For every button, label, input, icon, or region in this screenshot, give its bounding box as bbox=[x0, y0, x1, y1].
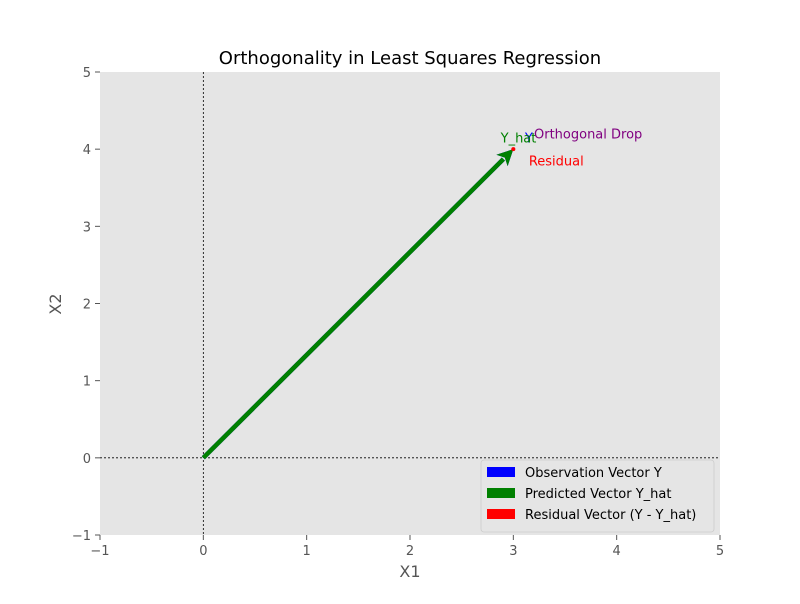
y-tick-label: 3 bbox=[83, 220, 91, 235]
x-tick-label: 2 bbox=[406, 544, 414, 559]
vector-residual-vector-y-y-hat bbox=[511, 147, 516, 152]
x-tick-label: 0 bbox=[199, 544, 207, 559]
legend-swatch bbox=[487, 488, 515, 498]
x-tick-label: 3 bbox=[509, 544, 517, 559]
y-tick-label: −1 bbox=[72, 529, 91, 544]
legend-swatch bbox=[487, 509, 515, 519]
legend-frame bbox=[480, 459, 715, 533]
vector-predicted-vector-y-hat-head bbox=[496, 149, 514, 167]
y-tick-label: 2 bbox=[83, 298, 91, 313]
legend-item: Residual Vector (Y - Y_hat) bbox=[487, 508, 696, 523]
y-axis-label: X2 bbox=[46, 293, 65, 314]
legend-label: Observation Vector Y bbox=[525, 466, 662, 481]
legend-label: Predicted Vector Y_hat bbox=[525, 487, 671, 502]
vector-predicted-vector-y-hat-shaft bbox=[201, 157, 506, 460]
y-tick-label: 1 bbox=[83, 375, 91, 390]
annotation-y-hat: Y_hat bbox=[500, 132, 537, 147]
annotation-residual: Residual bbox=[529, 155, 584, 170]
y-tick-label: 4 bbox=[83, 143, 91, 158]
y-tick-label: 5 bbox=[83, 66, 91, 81]
annotation-y: Y bbox=[524, 132, 533, 147]
x-tick-label: 1 bbox=[303, 544, 311, 559]
x-tick-label: 5 bbox=[716, 544, 724, 559]
chart-title: Orthogonality in Least Squares Regressio… bbox=[219, 48, 601, 69]
annotation-orthogonal-drop: Orthogonal Drop bbox=[534, 128, 642, 143]
legend-item: Observation Vector Y bbox=[487, 466, 662, 481]
y-tick-label: 0 bbox=[83, 452, 91, 467]
x-axis-label: X1 bbox=[399, 562, 420, 581]
vector-predicted-vector-y-hat bbox=[201, 149, 514, 460]
legend-item: Predicted Vector Y_hat bbox=[487, 487, 671, 502]
legend-swatch bbox=[487, 467, 515, 477]
x-tick-label: −1 bbox=[90, 544, 109, 559]
chart-legend: Observation Vector Y Predicted Vector Y_h… bbox=[480, 459, 715, 533]
legend-label: Residual Vector (Y - Y_hat) bbox=[525, 508, 696, 523]
x-tick-label: 4 bbox=[613, 544, 621, 559]
